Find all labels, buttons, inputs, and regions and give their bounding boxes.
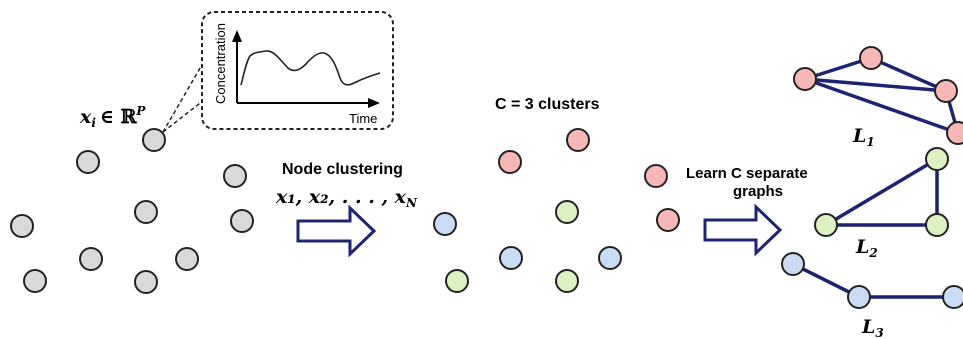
node-gray	[134, 270, 158, 294]
graph-l1: L1	[793, 46, 963, 149]
graph-l1-node	[934, 79, 958, 103]
node-gray	[23, 269, 47, 293]
graph-l2-label: L2	[855, 236, 878, 260]
concentration-curve	[240, 50, 381, 86]
arrow2-label-line1: Learn C separate	[686, 165, 808, 182]
inset-xlabel: Time	[349, 111, 377, 126]
graph-l1-label: L1	[852, 125, 875, 149]
node-green	[445, 269, 469, 293]
inset-x-arrowhead	[368, 98, 380, 108]
node-green	[555, 200, 579, 224]
node-red	[566, 128, 590, 152]
graph-l3-node	[781, 252, 805, 276]
inset-ylabel: Concentration	[213, 23, 228, 104]
graph-l1-node	[859, 46, 883, 70]
node-gray	[223, 164, 247, 188]
graph-l2-node	[814, 213, 838, 237]
graph-l2-node	[925, 213, 949, 237]
node-gray	[79, 247, 103, 271]
unclustered-nodes	[10, 128, 254, 294]
node-red	[644, 164, 668, 188]
feature-label: xi ∈ ℝP	[79, 104, 146, 130]
node-blue	[499, 246, 523, 270]
node-gray	[142, 128, 166, 152]
graph-l2-edges	[825, 157, 939, 227]
graph-l2-node	[925, 147, 949, 171]
node-gray	[76, 150, 100, 174]
node-gray	[175, 247, 199, 271]
graph-l3: L3	[781, 252, 963, 339]
node-blue	[433, 212, 457, 236]
graph-l3-node	[847, 285, 871, 309]
concentration-inset: Concentration Time	[201, 11, 394, 130]
graph-l3-label: L3	[861, 316, 884, 339]
node-blue	[598, 246, 622, 270]
node-gray	[134, 200, 158, 224]
inset-connector	[162, 31, 222, 133]
clustered-nodes	[433, 128, 680, 293]
graph-l1-node	[946, 121, 963, 145]
inset-y-arrowhead	[232, 30, 242, 42]
node-red	[656, 208, 680, 232]
graph-l3-edges	[792, 262, 954, 299]
graph-l1-node	[793, 67, 817, 91]
node-red	[498, 150, 522, 174]
clusters-title: C = 3 clusters	[495, 96, 600, 113]
graph-l2: L2	[814, 147, 949, 260]
arrow1-formula: x₁, x₂, . . . , xN	[275, 186, 418, 210]
arrow2-shape	[703, 203, 783, 257]
node-green	[555, 269, 579, 293]
node-gray	[230, 209, 254, 233]
graph-l3-node	[942, 285, 963, 309]
node-gray	[10, 214, 34, 238]
arrow1-label: Node clustering	[282, 161, 403, 178]
arrow1-shape	[296, 204, 377, 258]
arrow2-label-line2: graphs	[733, 183, 783, 200]
